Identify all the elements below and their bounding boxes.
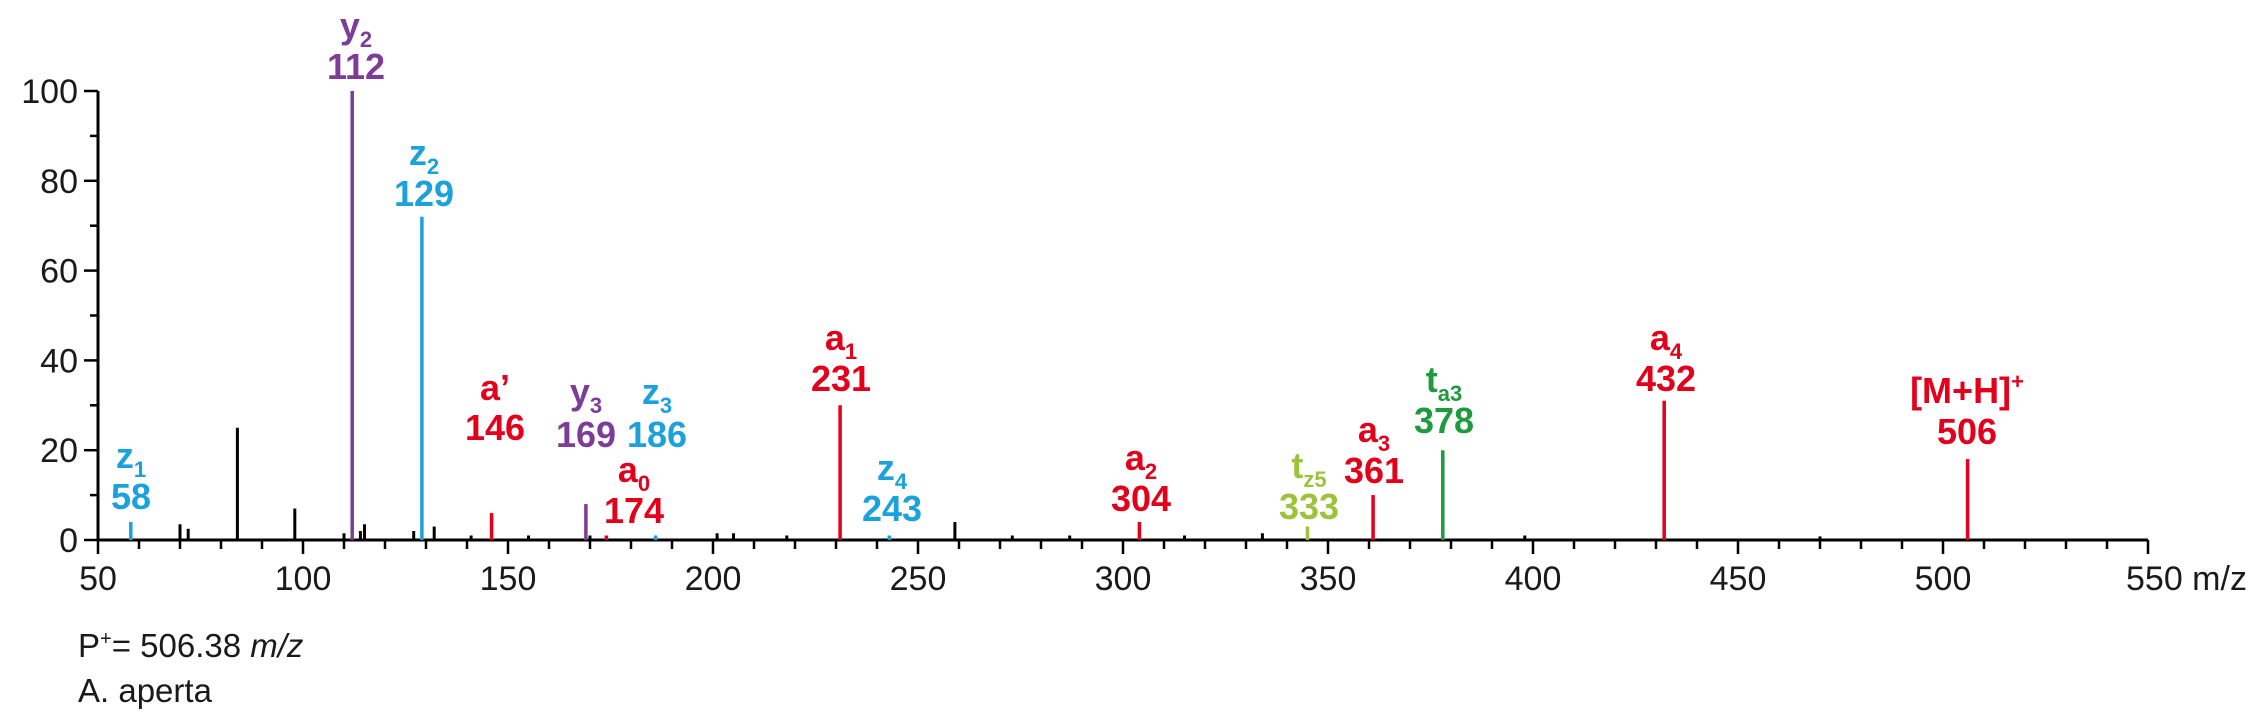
precursor-unit: m/z xyxy=(250,627,304,664)
ion-label: y2 xyxy=(340,5,372,52)
species-name: A. aperta xyxy=(78,672,212,709)
precursor-value: = 506.38 xyxy=(111,627,242,664)
y-tick-label: 0 xyxy=(59,522,78,560)
x-tick-label: 550 m/z xyxy=(2126,560,2247,598)
mz-label: 378 xyxy=(1414,400,1474,441)
precursor-sup: + xyxy=(100,628,112,650)
x-tick-label: 300 xyxy=(1095,560,1152,598)
x-tick-label: 250 xyxy=(890,560,947,598)
y-tick-label: 40 xyxy=(40,342,78,380)
mz-label: 432 xyxy=(1636,358,1696,399)
mz-label: 361 xyxy=(1344,450,1404,491)
y-tick-label: 100 xyxy=(21,73,78,111)
mz-label: 231 xyxy=(811,358,871,399)
x-tick-label: 450 xyxy=(1710,560,1767,598)
mz-label: 58 xyxy=(111,476,151,517)
ion-label: z1 xyxy=(116,435,146,482)
mz-label: 169 xyxy=(556,414,616,455)
ion-label: z4 xyxy=(877,447,908,494)
ion-label: y3 xyxy=(570,371,602,418)
mz-label: 186 xyxy=(627,414,687,455)
x-tick-label: 200 xyxy=(685,560,742,598)
ion-label: a0 xyxy=(618,449,650,496)
peaks xyxy=(129,91,1970,540)
mz-label: 333 xyxy=(1279,486,1339,527)
x-tick-label: 500 xyxy=(1915,560,1972,598)
ion-label: a2 xyxy=(1125,437,1157,484)
x-tick-label: 350 xyxy=(1300,560,1357,598)
mz-label: 243 xyxy=(862,488,922,529)
ion-label: a’ xyxy=(480,367,510,408)
ion-label: a4 xyxy=(1650,317,1683,364)
axes: 50 100 150 200 250 300 350 400 450 500 550 m/z 0 20 4… xyxy=(21,73,2247,598)
spectrum-chart: 50 100 150 200 250 300 350 400 450 500 550 m/z 0 20 4… xyxy=(21,5,2247,598)
x-tick-label: 100 xyxy=(275,560,332,598)
x-tick-label: 50 xyxy=(79,560,117,598)
ion-label: z3 xyxy=(642,371,672,418)
x-tick-label: 400 xyxy=(1505,560,1562,598)
mz-label: 129 xyxy=(394,173,454,214)
precursor-prefix: P xyxy=(78,627,101,664)
y-tick-label: 20 xyxy=(40,432,78,470)
ion-label: z2 xyxy=(409,132,439,179)
ion-label: [M+H]+ xyxy=(1910,369,2024,411)
y-tick-label: 80 xyxy=(40,163,78,201)
mz-label: 174 xyxy=(604,490,664,531)
mz-label: 146 xyxy=(465,407,525,448)
mz-label: 304 xyxy=(1111,478,1171,519)
mz-label: 506 xyxy=(1937,411,1997,452)
x-tick-label: 150 xyxy=(480,560,537,598)
mz-label: 112 xyxy=(327,46,385,87)
y-tick-label: 60 xyxy=(40,253,78,291)
ion-label: ta3 xyxy=(1426,359,1462,406)
ion-label: tz5 xyxy=(1291,445,1326,492)
ion-label: a3 xyxy=(1358,409,1390,456)
ion-label: a1 xyxy=(825,317,857,364)
precursor-note: P+= 506.38 m/z xyxy=(78,627,303,665)
